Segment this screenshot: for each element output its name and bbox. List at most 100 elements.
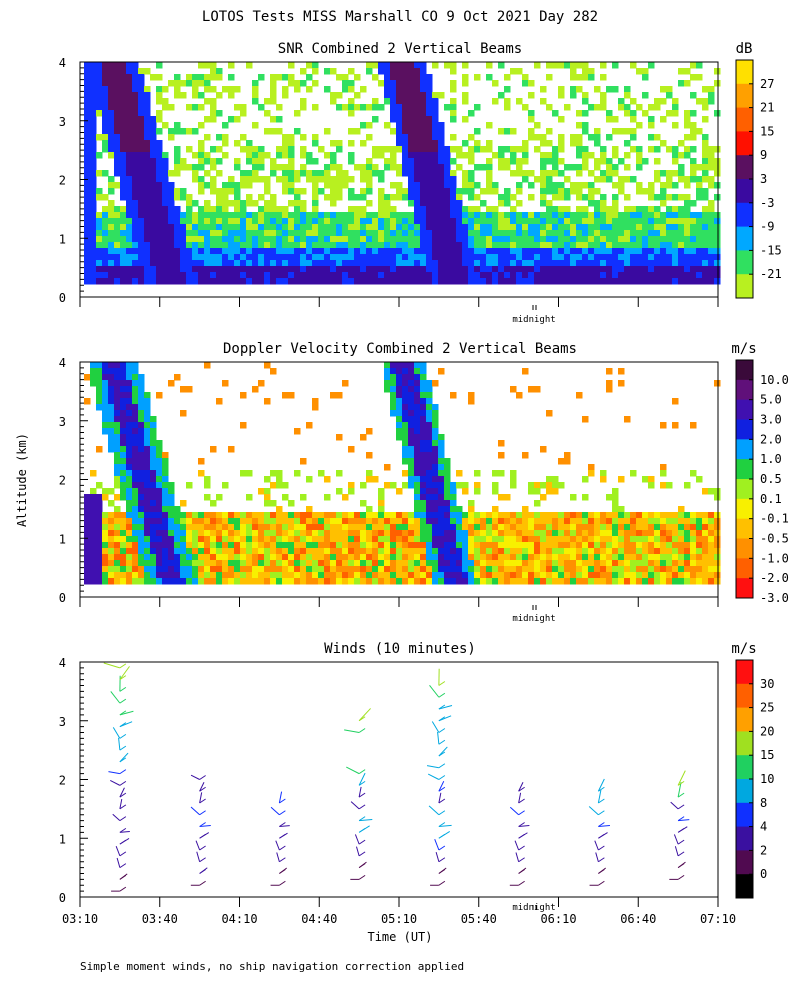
heatmap-cell (468, 560, 475, 567)
heatmap-cell (432, 500, 439, 507)
heatmap-cell (456, 224, 463, 231)
heatmap-cell (102, 116, 109, 123)
heatmap-cell (540, 182, 547, 189)
heatmap-cell (174, 248, 181, 255)
heatmap-cell (216, 158, 223, 165)
heatmap-cell (510, 386, 517, 393)
heatmap-cell (588, 260, 595, 267)
heatmap-cell (510, 512, 517, 519)
heatmap-cell (300, 272, 307, 279)
heatmap-cell (630, 524, 637, 531)
heatmap-cell (114, 452, 121, 459)
heatmap-cell (630, 116, 637, 123)
heatmap-cell (594, 536, 601, 543)
wind-barb-flag (199, 857, 206, 863)
heatmap-cell (126, 86, 133, 93)
heatmap-cell (300, 152, 307, 159)
heatmap-cell (438, 434, 445, 441)
heatmap-cell (546, 74, 553, 81)
heatmap-cell (378, 554, 385, 561)
heatmap-cell (252, 554, 259, 561)
heatmap-cell (432, 242, 439, 249)
colorbar-swatch (736, 179, 753, 204)
heatmap-cell (240, 278, 247, 285)
heatmap-cell (348, 218, 355, 225)
heatmap-cell (198, 152, 205, 159)
heatmap-cell (408, 152, 415, 159)
heatmap-cell (606, 134, 613, 141)
wind-barb-flag (438, 775, 446, 780)
heatmap-cell (450, 278, 457, 285)
heatmap-cell (288, 530, 295, 537)
heatmap-cell (696, 218, 703, 225)
heatmap-cell (210, 518, 217, 525)
heatmap-cell (402, 92, 409, 99)
heatmap-cell (90, 380, 97, 387)
heatmap-cell (444, 476, 451, 483)
heatmap-cell (648, 482, 655, 489)
heatmap-cell (108, 392, 115, 399)
heatmap-cell (210, 158, 217, 165)
heatmap-cell (594, 224, 601, 231)
heatmap-cell (624, 542, 631, 549)
heatmap-cell (450, 392, 457, 399)
heatmap-cell (252, 260, 259, 267)
heatmap-cell (216, 206, 223, 213)
heatmap-cell (120, 518, 127, 525)
heatmap-cell (702, 188, 709, 195)
heatmap-cell (360, 122, 367, 129)
heatmap-cell (486, 218, 493, 225)
heatmap-cell (672, 194, 679, 201)
heatmap-cell (96, 362, 103, 369)
heatmap-cell (588, 170, 595, 177)
heatmap-cell (162, 566, 169, 573)
wind-barb-flag (518, 810, 525, 816)
heatmap-cell (414, 116, 421, 123)
heatmap-cell (114, 62, 121, 69)
heatmap-cell (504, 188, 511, 195)
heatmap-cell (144, 152, 151, 159)
heatmap-cell (432, 170, 439, 177)
heatmap-cell (540, 152, 547, 159)
heatmap-cell (90, 254, 97, 261)
heatmap-cell (84, 170, 91, 177)
heatmap-cell (642, 272, 649, 279)
heatmap-cell (708, 554, 715, 561)
heatmap-cell (84, 494, 91, 501)
wind-barb-flag (438, 692, 446, 698)
heatmap-cell (420, 200, 427, 207)
heatmap-cell (714, 164, 721, 171)
heatmap-cell (252, 548, 259, 555)
heatmap-cell (648, 566, 655, 573)
heatmap-cell (180, 542, 187, 549)
heatmap-cell (528, 182, 535, 189)
heatmap-cell (654, 254, 661, 261)
y-tick-label: 0 (59, 591, 66, 605)
heatmap-cell (576, 236, 583, 243)
heatmap-cell (510, 146, 517, 153)
heatmap-cell (546, 266, 553, 273)
heatmap-cell (132, 158, 139, 165)
heatmap-cell (396, 512, 403, 519)
heatmap-cell (360, 542, 367, 549)
heatmap-cell (564, 164, 571, 171)
heatmap-cell (582, 248, 589, 255)
heatmap-cell (228, 548, 235, 555)
heatmap-cell (528, 560, 535, 567)
heatmap-cell (360, 518, 367, 525)
heatmap-cell (168, 500, 175, 507)
heatmap-cell (198, 554, 205, 561)
heatmap-cell (102, 236, 109, 243)
heatmap-cell (240, 530, 247, 537)
heatmap-cell (570, 62, 577, 69)
heatmap-cell (276, 224, 283, 231)
heatmap-cell (402, 392, 409, 399)
heatmap-cell (444, 200, 451, 207)
heatmap-cell (438, 572, 445, 579)
heatmap-cell (564, 566, 571, 573)
heatmap-cell (114, 98, 121, 105)
heatmap-cell (126, 560, 133, 567)
heatmap-cell (96, 566, 103, 573)
heatmap-cell (498, 266, 505, 273)
heatmap-cell (378, 104, 385, 111)
